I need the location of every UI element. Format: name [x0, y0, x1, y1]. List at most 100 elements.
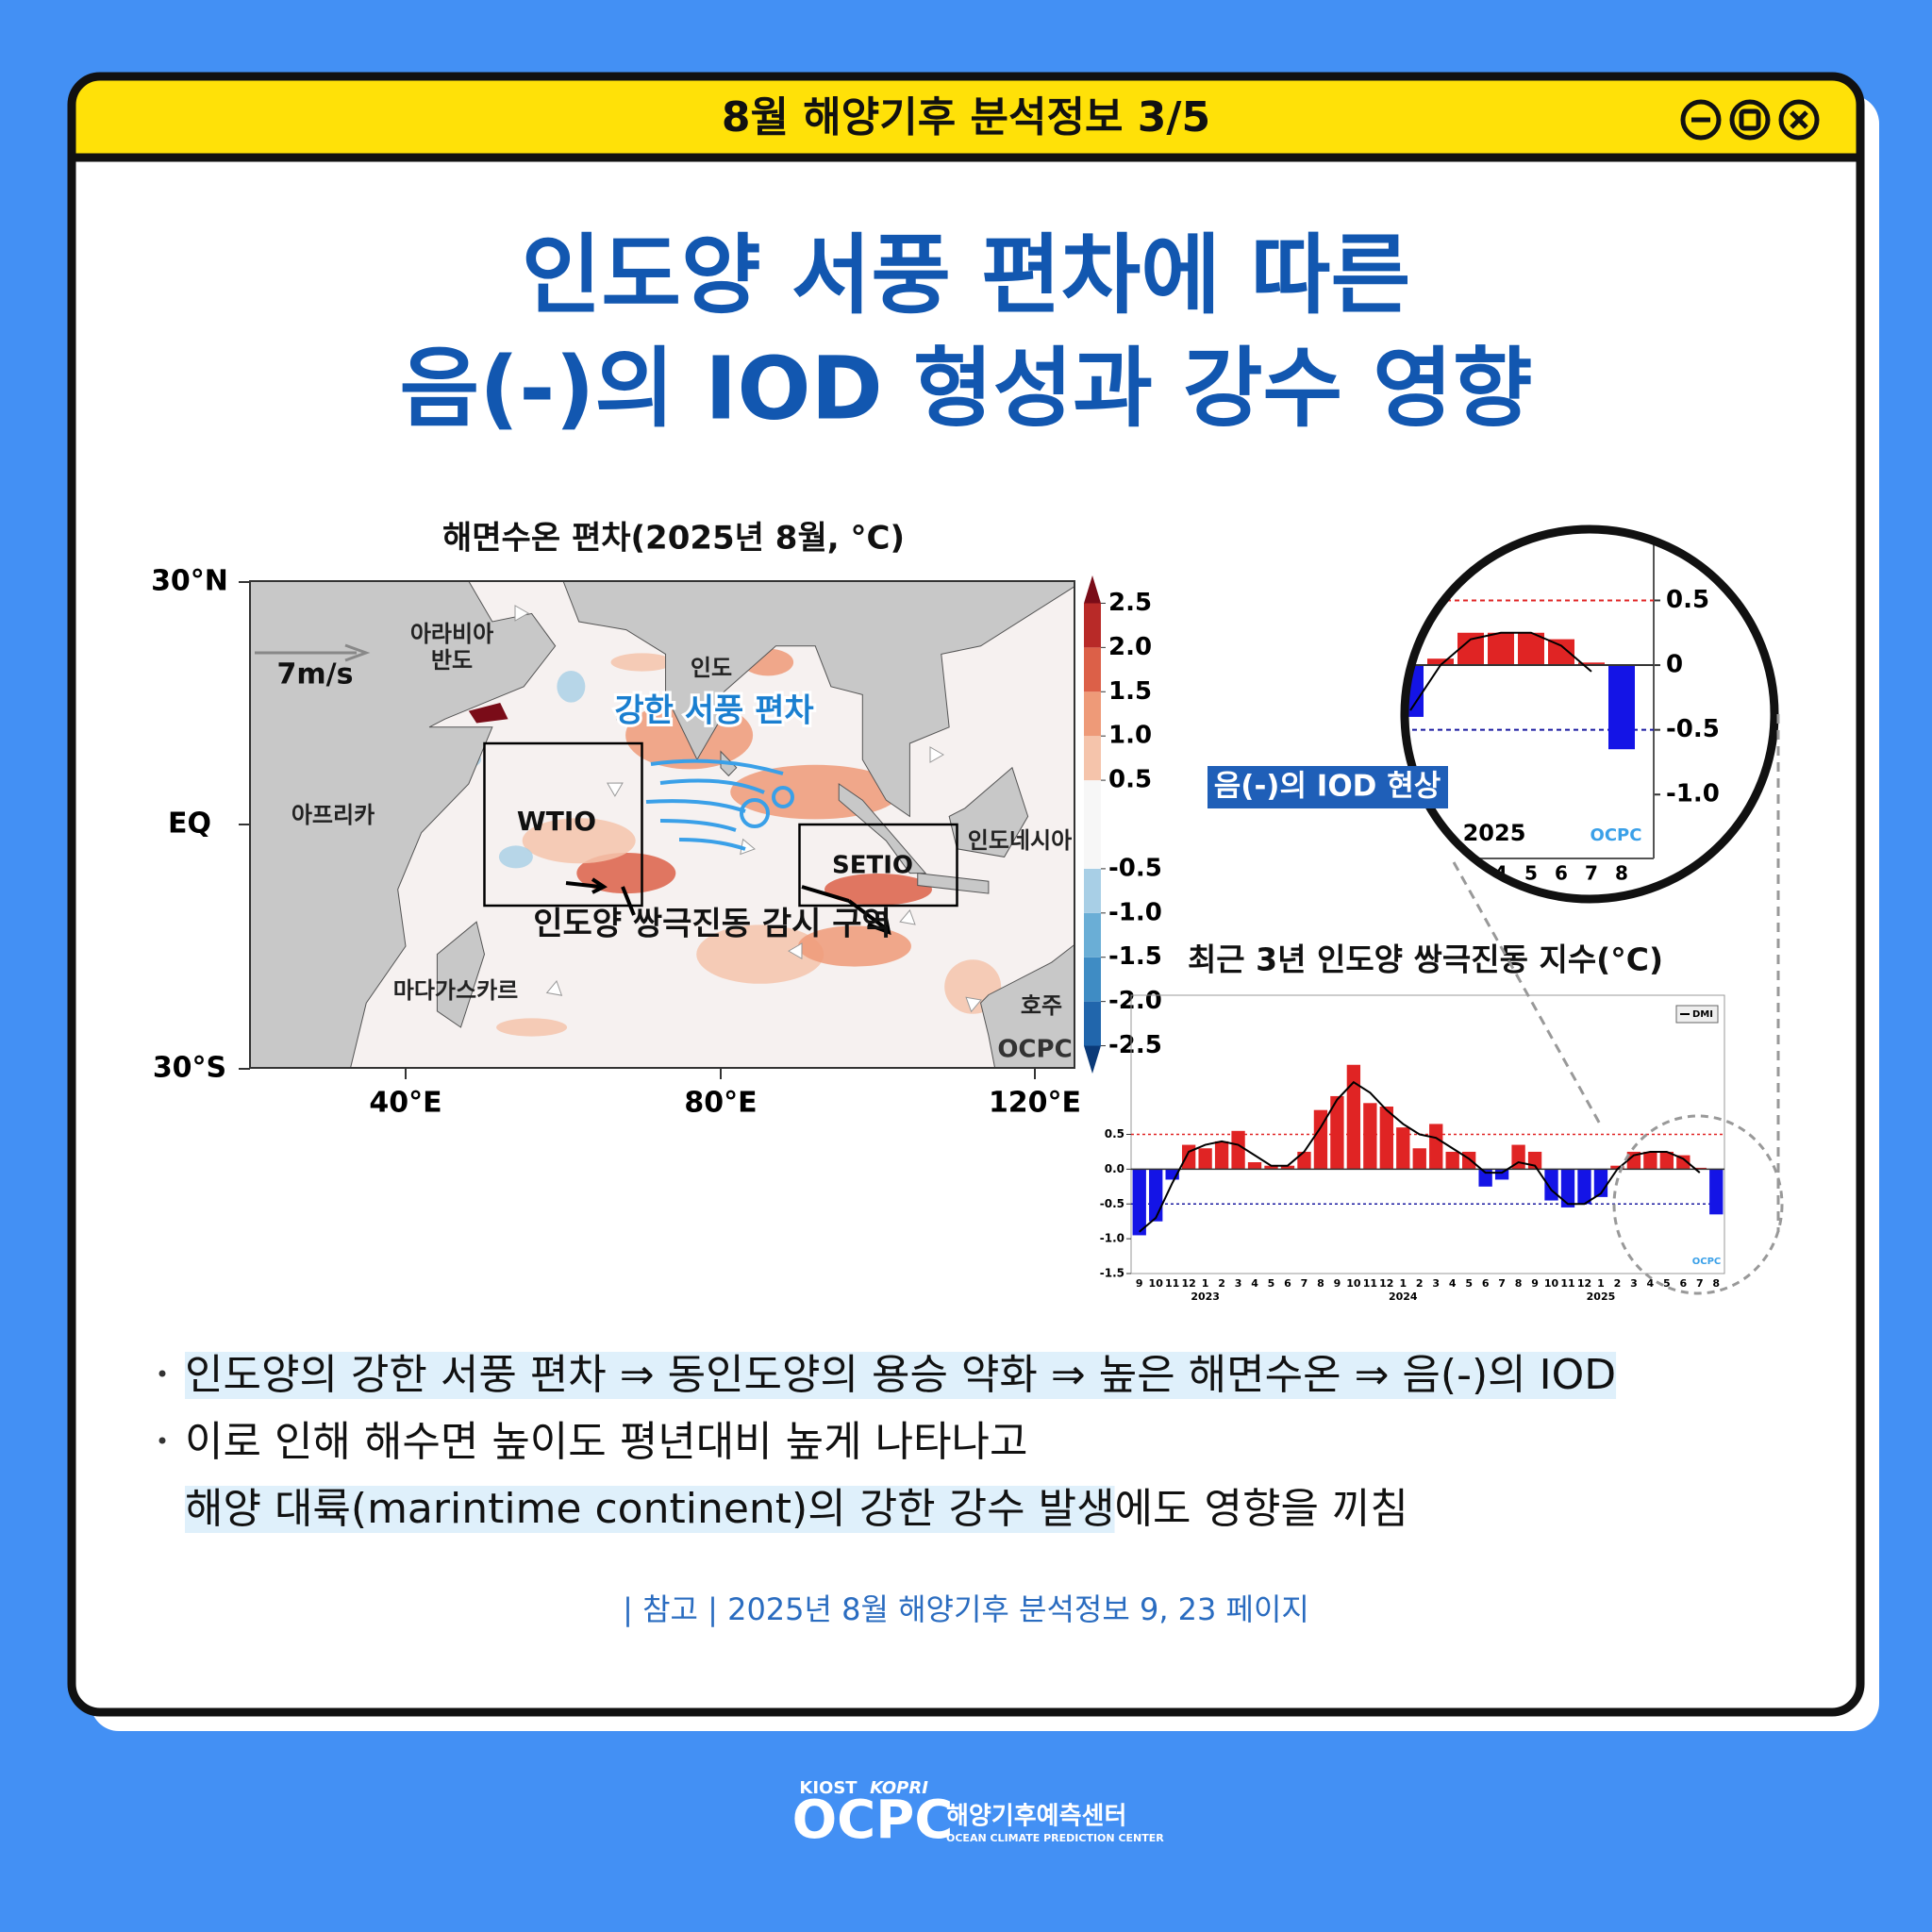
legend-box: [1675, 1005, 1719, 1024]
bar: [1518, 632, 1544, 666]
dmi-chart: 0.50.0-0.5-1.0-1.59 10 11 12 1 2 3 4 5 6 7 8 9 10 11 12…: [1100, 994, 1725, 1303]
bar: [1445, 1151, 1459, 1170]
bar: [1280, 1165, 1295, 1170]
bar: [1198, 1148, 1212, 1170]
legend-label: DMI: [1692, 1009, 1713, 1020]
logo: OCPC: [792, 1790, 954, 1851]
center-name-en: OCEAN CLIMATE PREDICTION CENTER: [946, 1832, 1164, 1844]
map-label: 아프리카: [291, 802, 375, 828]
map-label: 인도양 쌍극진동 감시 구역: [533, 906, 891, 943]
x-tick-label: 12: [1379, 1277, 1393, 1290]
map-label: 호주: [1021, 992, 1062, 1019]
reference-label: | 참고 |: [623, 1591, 718, 1627]
x-tick-label: 10: [1149, 1277, 1164, 1290]
bar: [1676, 1155, 1690, 1170]
bullet-dot: [158, 1370, 166, 1377]
partner-logo: KIOST: [799, 1778, 858, 1798]
zoom-inset: 0.50-0.5-1.0123456782025OCPC음(-)의 IOD 현상: [1208, 525, 1784, 1295]
chart-source: OCPC: [1692, 1257, 1722, 1267]
dmi-line: [1409, 631, 1592, 711]
x-group-label: 2025: [1587, 1291, 1616, 1303]
wind-stroke: [659, 778, 765, 794]
reference-text: 2025년 8월 해양기후 분석정보 9, 23 페이지: [727, 1591, 1309, 1627]
x-tick-label: 6: [1679, 1277, 1687, 1290]
x-tick-label: 9: [1136, 1277, 1143, 1290]
x-tick-label: 12: [1181, 1277, 1195, 1290]
anomaly-area: [797, 925, 911, 967]
scale-arrow: [255, 643, 371, 662]
map-label: 강한 서풍 편차: [614, 692, 813, 730]
x-tick-label: 5: [1465, 1277, 1473, 1290]
maximize-button[interactable]: [1729, 99, 1771, 141]
window-title: 8월 해양기후 분석정보 3/5: [722, 93, 1210, 142]
map-area: [250, 581, 1074, 1068]
map-label: OCPC: [997, 1036, 1072, 1064]
colorbar-band: [1084, 603, 1101, 648]
x-tick-label: 6: [1482, 1277, 1490, 1290]
colorbar-band: [1084, 912, 1101, 958]
inset-source: OCPC: [1591, 825, 1642, 845]
x-group-label: 2024: [1389, 1291, 1418, 1303]
x-tick-label: 1: [1202, 1277, 1209, 1290]
x-tick-label: 1: [1597, 1277, 1605, 1290]
x-group-label: 2023: [1191, 1291, 1220, 1303]
land: [917, 873, 990, 894]
y-tick-label: -0.5: [1100, 1197, 1124, 1210]
x-tick-label: 9: [1531, 1277, 1539, 1290]
anomaly-area: [498, 845, 533, 869]
colorbar-label: 1.5: [1108, 677, 1152, 706]
wind-vector: [788, 942, 803, 959]
bar: [1560, 1169, 1575, 1208]
inset-tick-label: -0.5: [1666, 715, 1720, 743]
reference: | 참고 | 2025년 8월 해양기후 분석정보 9, 23 페이지: [623, 1591, 1309, 1627]
bar: [1165, 1169, 1179, 1180]
x-tick-label: 11: [1560, 1277, 1574, 1290]
wind-vector: [607, 782, 624, 797]
bar: [1379, 1107, 1393, 1170]
lat-label: EQ: [168, 808, 211, 841]
window-controls: [1680, 99, 1820, 141]
x-tick-label: 8: [1317, 1277, 1324, 1290]
red-sea-anomaly: [468, 703, 508, 724]
x-tick-label: 2: [1614, 1277, 1622, 1290]
bullet-text: 에도 영향을 끼침: [1115, 1485, 1408, 1533]
bar: [1363, 1103, 1377, 1170]
close-button[interactable]: [1778, 99, 1820, 141]
x-tick-label: 5: [1663, 1277, 1671, 1290]
title-bar: [72, 76, 1860, 158]
bar: [1610, 1165, 1624, 1170]
window-border: [67, 72, 1865, 1717]
inset-x-label: 6: [1555, 862, 1568, 885]
highlight: [185, 1352, 1617, 1399]
y-tick-label: -1.5: [1100, 1267, 1124, 1280]
wtio-box: [483, 741, 643, 908]
bar: [1488, 632, 1514, 666]
anomaly-area: [696, 924, 824, 984]
bar: [1427, 658, 1454, 666]
bar: [1231, 1130, 1245, 1170]
colorbar-end: [1084, 1045, 1101, 1074]
inset-tick-label: 0.5: [1666, 586, 1709, 614]
bar: [1577, 1169, 1591, 1205]
colorbar-label: -0.5: [1108, 854, 1162, 882]
bar: [1149, 1169, 1163, 1222]
bar: [1412, 1148, 1426, 1170]
bar: [1544, 1169, 1558, 1201]
x-tick-label: 8: [1515, 1277, 1523, 1290]
map-label: 아라비아: [410, 621, 493, 647]
y-tick-label: 0.0: [1105, 1162, 1124, 1175]
colorbar-label: 1.0: [1108, 722, 1152, 750]
bar: [1608, 665, 1635, 750]
colorbar-band: [1084, 647, 1101, 692]
bar: [1643, 1151, 1657, 1170]
map-title: 해면수온 편차(2025년 8월, °C): [442, 520, 905, 558]
x-tick-label: 4: [1647, 1277, 1655, 1290]
minimize-button[interactable]: [1680, 99, 1722, 141]
highlight: [185, 1486, 1115, 1533]
x-tick-label: 7: [1301, 1277, 1308, 1290]
inset-tick-label: -1.0: [1666, 780, 1720, 808]
bullet-text: 이로 인해 해수면 높이도 평년대비 높게 나타나고: [185, 1418, 1028, 1466]
